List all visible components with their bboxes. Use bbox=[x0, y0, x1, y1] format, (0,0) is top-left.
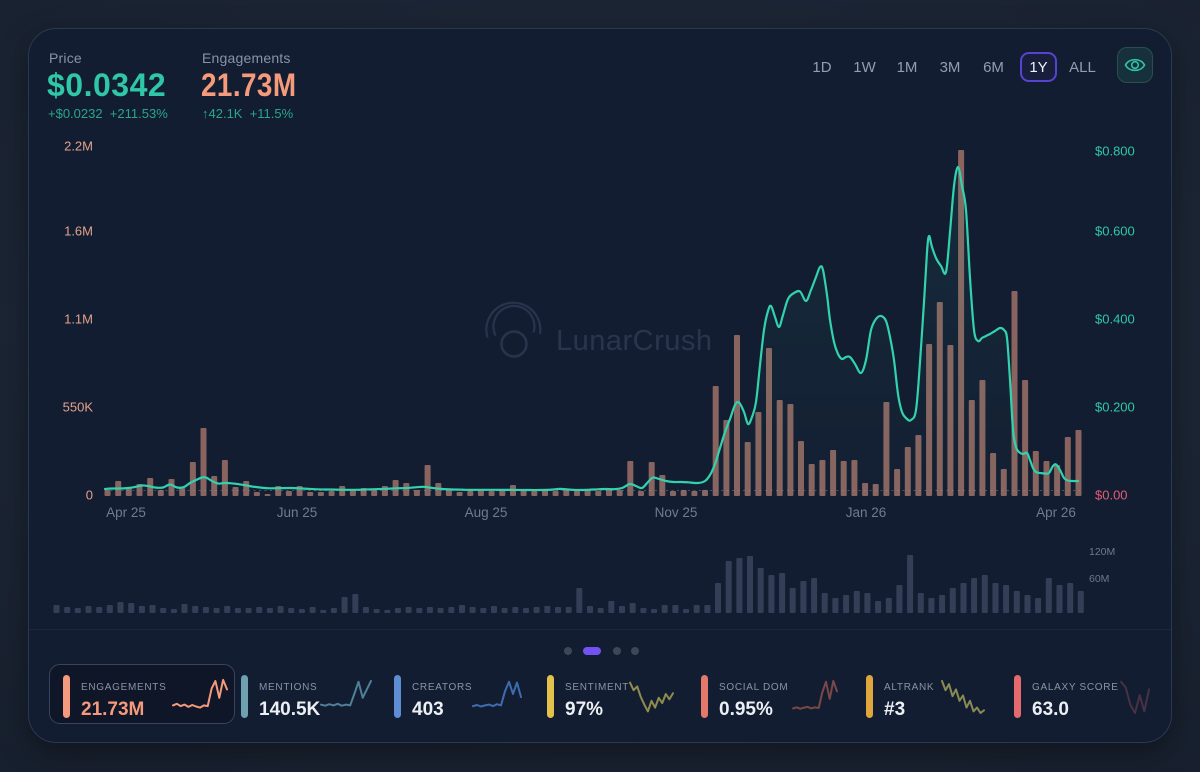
svg-text:60M: 60M bbox=[1089, 573, 1109, 585]
svg-text:1.6M: 1.6M bbox=[64, 224, 93, 239]
svg-text:550K: 550K bbox=[63, 400, 94, 415]
svg-text:2.2M: 2.2M bbox=[64, 139, 93, 154]
svg-text:$0.600: $0.600 bbox=[1095, 224, 1135, 239]
svg-text:Apr 25: Apr 25 bbox=[106, 505, 146, 520]
svg-text:Nov 25: Nov 25 bbox=[655, 505, 698, 520]
svg-text:1.1M: 1.1M bbox=[64, 312, 93, 327]
svg-text:$0.400: $0.400 bbox=[1095, 312, 1135, 327]
svg-text:Jun 25: Jun 25 bbox=[277, 505, 318, 520]
svg-text:0: 0 bbox=[86, 488, 93, 503]
svg-text:$0.800: $0.800 bbox=[1095, 144, 1135, 159]
svg-text:LunarCrush: LunarCrush bbox=[556, 325, 713, 357]
svg-text:Aug 25: Aug 25 bbox=[465, 505, 508, 520]
svg-text:Apr 26: Apr 26 bbox=[1036, 505, 1076, 520]
svg-text:Jan 26: Jan 26 bbox=[846, 505, 887, 520]
svg-text:$0.00: $0.00 bbox=[1095, 488, 1128, 503]
svg-text:120M: 120M bbox=[1089, 546, 1115, 558]
svg-text:$0.200: $0.200 bbox=[1095, 400, 1135, 415]
